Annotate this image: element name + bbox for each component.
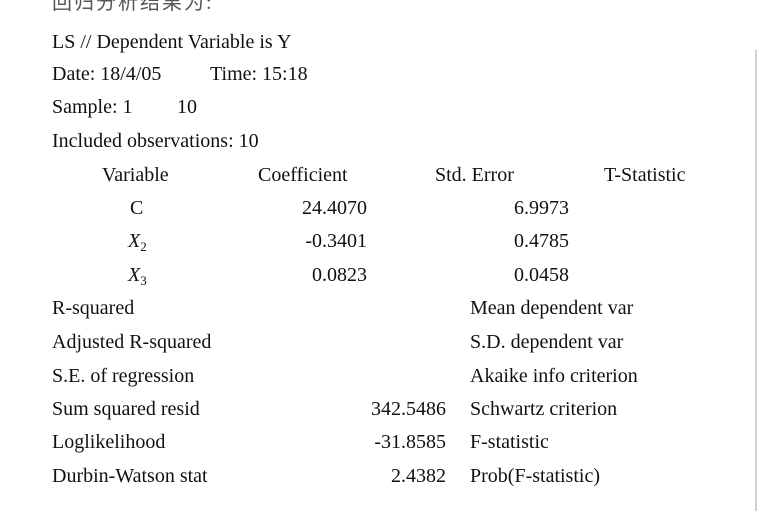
column-header-variable: Variable [102,164,169,186]
sample-end: 10 [177,96,197,118]
page-edge-divider [755,50,757,511]
section-title: 回归分析结果为: [52,0,214,14]
stat-right-label: S.D. dependent var [470,331,624,353]
variable-name: C [130,197,144,219]
stat-label: Loglikelihood [52,431,166,453]
stat-label: Durbin-Watson stat [52,465,208,487]
std-error-value: 0.0458 [514,264,569,286]
column-header-t-statistic: T-Statistic [604,164,686,186]
sample-label: Sample: 1 [52,96,133,118]
column-header-coefficient: Coefficient [258,164,348,186]
stat-right-label: Mean dependent var [470,297,634,319]
stat-label: Sum squared resid [52,398,200,420]
stat-right-label: Schwartz criterion [470,398,618,420]
stat-value: -31.8585 [374,431,446,453]
stat-label: R-squared [52,297,135,319]
stat-right-label: Akaike info criterion [470,365,638,387]
time-text: Time: 15:18 [210,63,308,85]
method-line: LS // Dependent Variable is Y [52,31,292,53]
coefficient-value: 0.0823 [312,264,367,286]
date-text: Date: 18/4/05 [52,63,162,85]
observations-text: Included observations: 10 [52,130,259,152]
stat-value: 2.4382 [391,465,446,487]
stat-right-label: F-statistic [470,431,549,453]
column-header-std-error: Std. Error [435,164,514,186]
variable-name: X2 [128,230,147,254]
coefficient-value: -0.3401 [305,230,367,252]
std-error-value: 0.4785 [514,230,569,252]
stat-right-label: Prob(F-statistic) [470,465,600,487]
stat-label: S.E. of regression [52,365,195,387]
coefficient-value: 24.4070 [302,197,367,219]
std-error-value: 6.9973 [514,197,569,219]
variable-name: X3 [128,264,147,288]
stat-label: Adjusted R-squared [52,331,212,353]
stat-value: 342.5486 [371,398,446,420]
